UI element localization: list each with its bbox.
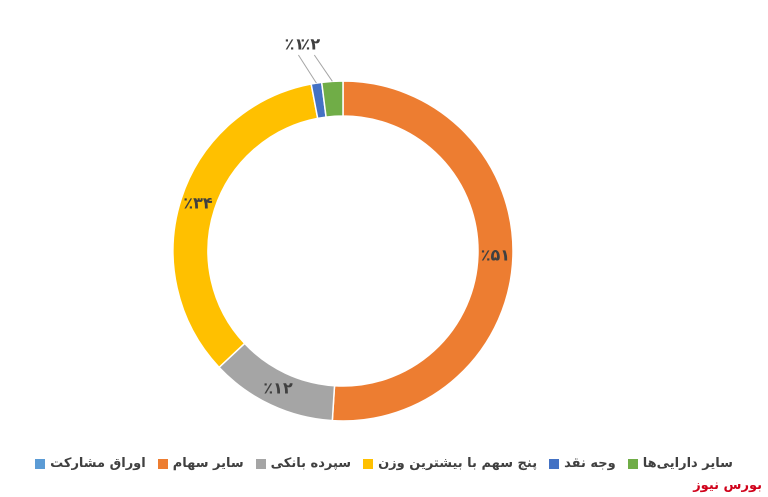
- legend-item: سپرده بانکی: [255, 456, 352, 471]
- legend-item: وجه نقد: [549, 456, 616, 471]
- data-label: ٪۵۱: [481, 245, 510, 264]
- legend-label: وجه نقد: [564, 456, 616, 471]
- legend-swatch: [35, 458, 46, 469]
- legend-label: سپرده بانکی: [270, 456, 352, 471]
- legend-item: سایر سهام: [157, 456, 244, 471]
- legend-swatch: [255, 458, 266, 469]
- legend-item: سایر دارایی‌ها: [627, 456, 733, 471]
- data-label: ٪۲: [301, 35, 321, 54]
- legend-swatch: [363, 458, 374, 469]
- slice: [320, 80, 344, 118]
- slice: [331, 80, 514, 422]
- legend-swatch: [627, 458, 638, 469]
- legend-item: پنج سهم با بیشترین وزن: [363, 456, 537, 471]
- data-label: ٪۳۴: [183, 193, 213, 212]
- slice: [172, 83, 319, 369]
- data-label: ٪۱: [285, 35, 305, 54]
- legend-label: سایر سهام: [172, 456, 244, 471]
- legend: اوراق مشارکت سایر سهام سپرده بانکی پنج سهم …: [0, 456, 768, 471]
- legend-label: سایر دارایی‌ها: [642, 456, 733, 471]
- watermark: بورس نیوز: [693, 478, 762, 493]
- legend-label: اوراق مشارکت: [50, 456, 146, 471]
- legend-swatch: [549, 458, 560, 469]
- data-label: ٪۱۲: [263, 378, 293, 397]
- leader-line: [297, 54, 317, 84]
- legend-label: پنج سهم با بیشترین وزن: [378, 456, 538, 471]
- legend-item: اوراق مشارکت: [35, 456, 146, 471]
- chart: ٪۵۱ ٪۱۲ ٪۳۴ ٪۱٪۲: [172, 35, 514, 422]
- legend-swatch: [157, 458, 168, 469]
- leader-line: [313, 54, 333, 82]
